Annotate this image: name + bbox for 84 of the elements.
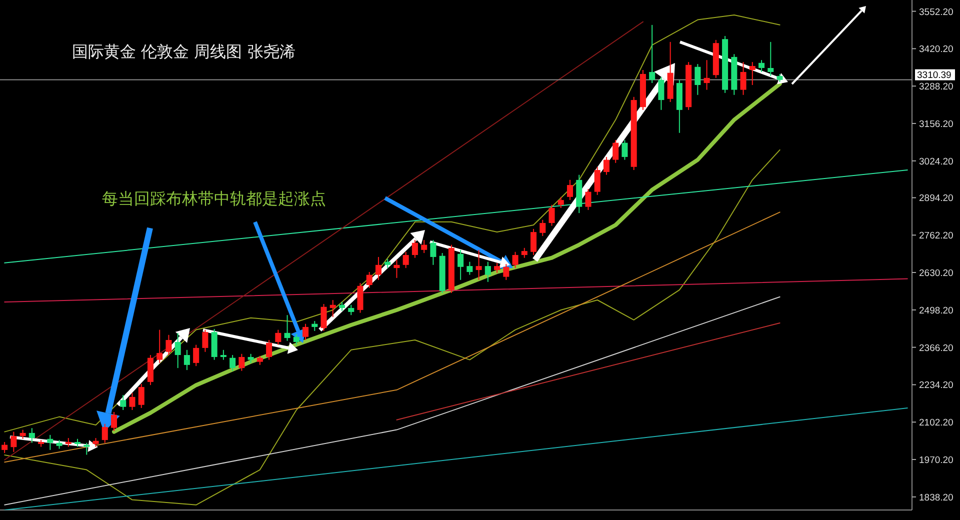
candlestick: [248, 353, 254, 364]
candlestick: [768, 41, 774, 76]
candlestick: [622, 139, 628, 160]
candlestick: [484, 261, 491, 282]
line-series: [4, 14, 780, 432]
candlestick: [102, 423, 108, 444]
y-tick-label: 2894.20: [919, 193, 954, 204]
candlestick: [20, 429, 26, 440]
y-tick-label: 3552.20: [919, 6, 954, 18]
candlestick: [266, 340, 272, 360]
candlestick: [110, 411, 118, 432]
candlestick: [28, 428, 35, 444]
candlestick: [512, 251, 518, 269]
candlestick: [220, 349, 226, 360]
candlestick: [548, 204, 555, 226]
candlestick: [184, 349, 190, 371]
candlestick: [540, 219, 546, 237]
candlestick: [740, 62, 746, 96]
y-tick-label: 3156.20: [919, 118, 954, 130]
line-series: [4, 149, 780, 506]
candlestick: [566, 179, 574, 201]
candlestick: [694, 64, 701, 96]
candlestick: [156, 329, 163, 364]
candlestick: [612, 139, 619, 164]
y-tick-label: 2498.20: [919, 305, 954, 316]
y-tick-label: 2366.20: [919, 342, 954, 354]
candlestick: [320, 304, 327, 332]
y-tick-label: 3024.20: [919, 156, 954, 168]
candlestick: [412, 239, 418, 258]
candlestick: [193, 344, 200, 367]
candlestick: [704, 60, 710, 90]
candlestick: [166, 334, 172, 356]
y-tick-label: 2234.20: [919, 380, 954, 392]
candlestick: [658, 76, 664, 110]
candlestick: [275, 329, 282, 346]
candlestick: [120, 394, 126, 410]
candlestick: [594, 166, 600, 196]
annotation: 每当回踩布林带中轨都是起涨点: [102, 189, 326, 208]
candlestick: [129, 392, 136, 410]
y-tick-label: 1838.20: [919, 492, 954, 504]
candlestick: [466, 261, 473, 276]
candlestick: [530, 228, 537, 256]
candlestick: [749, 62, 756, 86]
candlestick: [603, 156, 610, 176]
candlestick: [394, 259, 400, 278]
candlestick: [312, 320, 318, 332]
y-tick-label: 1970.20: [919, 455, 954, 466]
candlestick: [256, 355, 263, 366]
candlestick: [476, 249, 482, 280]
y-tick-label: 3420.20: [919, 44, 954, 56]
candlestick: [384, 258, 391, 269]
candlestick: [238, 353, 245, 372]
candlestick: [375, 256, 382, 280]
candlestick: [430, 239, 436, 266]
candlestick: [458, 249, 464, 280]
candlestick: [2, 442, 8, 454]
candlestick: [174, 332, 181, 369]
candlestick: [293, 334, 300, 346]
candlestick: [10, 431, 17, 452]
candlestick: [202, 329, 208, 352]
y-tick-label: 2630.20: [919, 268, 954, 280]
candlestick: [230, 354, 236, 372]
candlestick: [649, 24, 656, 84]
candlestick: [494, 262, 500, 274]
candlestick: [84, 442, 90, 456]
ref-line-label: 3310.39: [917, 70, 952, 81]
candlestick: [47, 434, 54, 450]
candlestick: [585, 188, 592, 210]
candlestick: [421, 239, 428, 254]
candlestick: [138, 383, 144, 408]
y-tick-label: 2762.20: [919, 230, 954, 242]
candlestick: [302, 323, 309, 340]
candlestick: [558, 196, 564, 208]
text: 国际黄金 伦敦金 周线图 张尧浠: [72, 42, 296, 61]
candlestick: [348, 304, 354, 316]
candlestick: [402, 251, 409, 269]
candlestick: [503, 264, 510, 280]
candlestick: [330, 300, 336, 318]
candlestick: [284, 314, 290, 342]
y-tick-label: 3288.20: [919, 82, 954, 93]
candlestick: [758, 60, 765, 72]
candlestick: [521, 247, 528, 258]
y-tick-label: 2102.20: [919, 418, 954, 429]
candlestick: [366, 272, 372, 288]
